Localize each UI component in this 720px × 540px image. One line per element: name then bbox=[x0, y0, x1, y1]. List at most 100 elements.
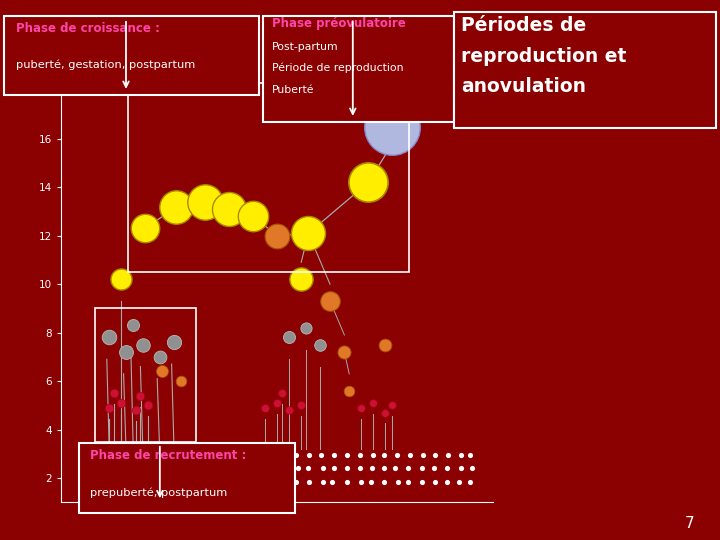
Point bbox=[190, 477, 202, 486]
Point bbox=[363, 178, 374, 187]
Point bbox=[117, 451, 128, 460]
Point bbox=[341, 464, 352, 472]
Text: mm: mm bbox=[18, 66, 40, 76]
Point bbox=[90, 451, 102, 460]
Point bbox=[379, 408, 391, 417]
Point bbox=[280, 477, 292, 486]
Point bbox=[140, 224, 151, 233]
Point bbox=[366, 464, 377, 472]
Text: Périodes de: Périodes de bbox=[461, 16, 586, 35]
Point bbox=[168, 338, 180, 347]
Point bbox=[302, 464, 314, 472]
Point bbox=[367, 399, 379, 407]
Point bbox=[328, 464, 340, 472]
Point bbox=[341, 477, 353, 486]
Point bbox=[271, 231, 283, 240]
Point bbox=[217, 477, 228, 486]
Point bbox=[378, 464, 390, 472]
Point bbox=[318, 477, 329, 486]
Point bbox=[105, 477, 117, 486]
Point bbox=[271, 399, 283, 407]
Point bbox=[441, 464, 453, 472]
Point bbox=[91, 464, 103, 472]
Point bbox=[315, 340, 326, 349]
Point bbox=[276, 389, 288, 397]
Point bbox=[192, 451, 204, 460]
Point bbox=[379, 477, 390, 486]
Point bbox=[303, 451, 315, 460]
Point bbox=[300, 323, 312, 332]
Point bbox=[327, 477, 338, 486]
Point bbox=[252, 477, 264, 486]
Point bbox=[354, 464, 366, 472]
Point bbox=[302, 229, 314, 238]
Point bbox=[116, 477, 127, 486]
Point bbox=[137, 340, 148, 349]
Point bbox=[142, 401, 153, 410]
Point bbox=[230, 477, 241, 486]
Point bbox=[166, 464, 177, 472]
Point bbox=[405, 451, 416, 460]
Text: Phase préovulatoire: Phase préovulatoire bbox=[272, 17, 406, 30]
Point bbox=[265, 451, 276, 460]
Point bbox=[303, 477, 315, 486]
Point bbox=[143, 477, 155, 486]
Point bbox=[104, 333, 115, 342]
Point bbox=[379, 451, 390, 460]
Point bbox=[387, 401, 398, 410]
Point bbox=[204, 477, 215, 486]
Point bbox=[127, 321, 139, 329]
Point bbox=[365, 477, 377, 486]
Point bbox=[324, 297, 336, 306]
Point bbox=[90, 477, 102, 486]
Point bbox=[128, 451, 140, 460]
Text: Post-partum: Post-partum bbox=[272, 42, 339, 52]
Point bbox=[177, 477, 189, 486]
Point bbox=[442, 451, 454, 460]
Point bbox=[389, 464, 400, 472]
Point bbox=[104, 403, 115, 412]
Point bbox=[253, 451, 265, 460]
Point bbox=[179, 451, 190, 460]
Point bbox=[391, 451, 402, 460]
Point bbox=[428, 464, 440, 472]
Point bbox=[130, 477, 141, 486]
Point bbox=[248, 212, 259, 221]
Point bbox=[259, 403, 271, 412]
Point bbox=[115, 399, 127, 407]
Text: Puberté: Puberté bbox=[272, 85, 315, 95]
Point bbox=[402, 477, 413, 486]
Text: anovulation: anovulation bbox=[461, 77, 586, 96]
Point bbox=[154, 353, 166, 361]
Point bbox=[328, 451, 340, 460]
Point bbox=[455, 451, 467, 460]
Point bbox=[240, 464, 252, 472]
Point bbox=[417, 464, 428, 472]
Point bbox=[467, 464, 478, 472]
Point bbox=[156, 451, 167, 460]
Point bbox=[135, 392, 146, 400]
Point bbox=[453, 477, 464, 486]
Point bbox=[295, 275, 307, 284]
Point bbox=[293, 464, 305, 472]
Point bbox=[402, 464, 413, 472]
Point bbox=[103, 451, 114, 460]
Point bbox=[176, 377, 187, 386]
Bar bbox=[128, 83, 409, 272]
Point bbox=[356, 403, 367, 412]
Point bbox=[128, 464, 140, 472]
Point bbox=[143, 464, 154, 472]
Text: puberté, gestation, postpartum: puberté, gestation, postpartum bbox=[16, 59, 195, 70]
Text: prepuberté, postpartum: prepuberté, postpartum bbox=[90, 487, 228, 498]
Point bbox=[156, 367, 168, 376]
Point bbox=[295, 401, 307, 410]
Point bbox=[284, 406, 295, 415]
Point bbox=[455, 464, 467, 472]
Point bbox=[202, 451, 214, 460]
Point bbox=[279, 464, 290, 472]
Text: 7: 7 bbox=[685, 516, 694, 531]
Point bbox=[166, 477, 178, 486]
Point bbox=[441, 477, 453, 486]
Point bbox=[290, 451, 302, 460]
Point bbox=[284, 333, 295, 342]
